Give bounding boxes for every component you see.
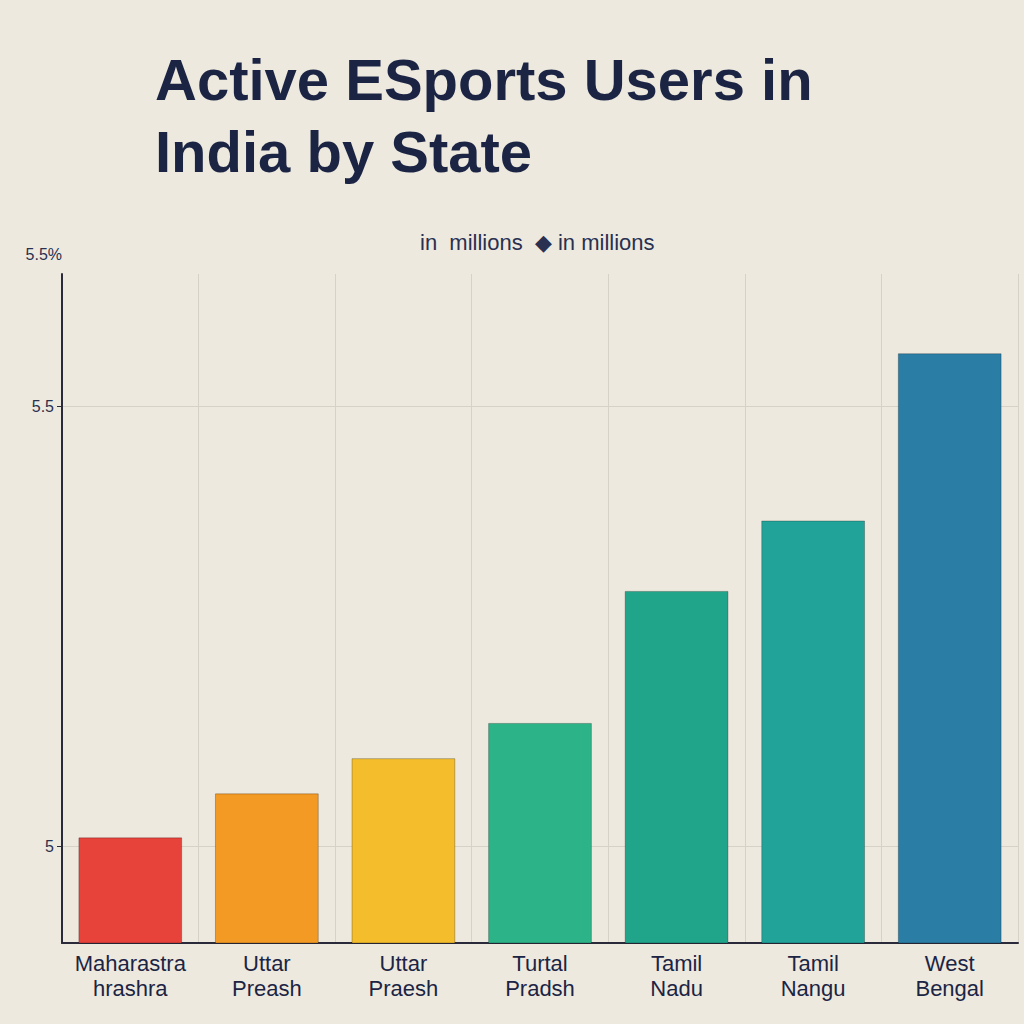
svg-text:Uttar: Uttar (243, 951, 291, 976)
svg-text:West: West (925, 951, 975, 976)
svg-text:hrashra: hrashra (93, 976, 168, 1001)
svg-text:Pradsh: Pradsh (505, 976, 575, 1001)
svg-text:Turtal: Turtal (512, 951, 567, 976)
svg-text:5: 5 (45, 838, 54, 855)
svg-text:Maharastra: Maharastra (75, 951, 187, 976)
svg-text:5.5: 5.5 (32, 398, 54, 415)
svg-text:in millions ◆ in millions: in millions ◆ in millions (420, 230, 655, 255)
svg-text:Tamil: Tamil (787, 951, 838, 976)
svg-text:Praesh: Praesh (369, 976, 439, 1001)
svg-text:India by State: India by State (155, 119, 532, 184)
svg-text:Bengal: Bengal (915, 976, 984, 1001)
svg-text:5.5%: 5.5% (26, 246, 62, 263)
svg-text:Nadu: Nadu (650, 976, 703, 1001)
svg-text:Nangu: Nangu (781, 976, 846, 1001)
svg-text:Preash: Preash (232, 976, 302, 1001)
svg-text:Uttar: Uttar (380, 951, 428, 976)
svg-text:Active ESports Users in: Active ESports Users in (155, 47, 829, 112)
svg-text:Tamil: Tamil (651, 951, 702, 976)
